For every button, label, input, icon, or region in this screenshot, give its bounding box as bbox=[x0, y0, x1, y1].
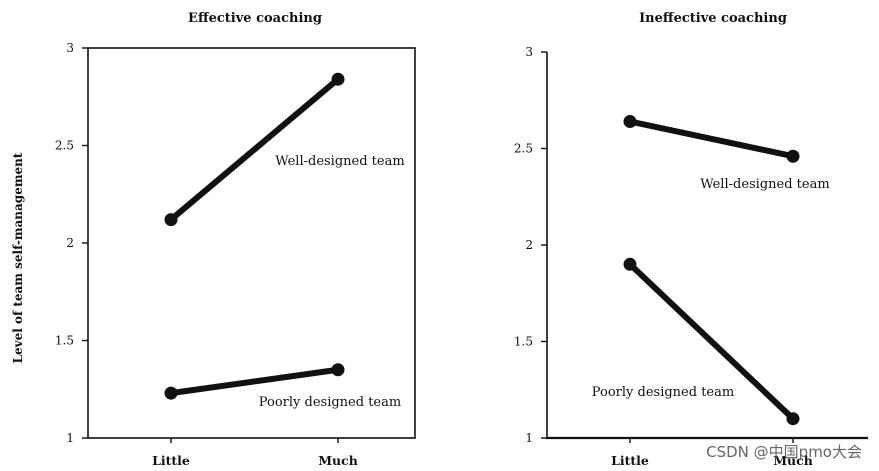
effective-coaching-marks: Well-designed team Poorly designed team bbox=[164, 72, 405, 410]
ineffective-well-designed-team-line bbox=[627, 118, 796, 160]
effective-y-tick-label: 1 bbox=[66, 431, 74, 445]
effective-plot-frame bbox=[87, 47, 416, 439]
effective-coaching-title: Effective coaching bbox=[188, 11, 322, 26]
effective-poorly-designed-team-line bbox=[168, 366, 341, 397]
effective-x-tick-label-little: Little bbox=[152, 453, 190, 468]
effective-poorly-designed-team-label: Poorly designed team bbox=[259, 395, 401, 410]
ineffective-y-tick-label: 1 bbox=[525, 431, 533, 445]
ineffective-poorly-designed-team-point-little bbox=[623, 257, 637, 271]
effective-coaching-x-ticks: Little Much bbox=[152, 438, 358, 468]
effective-y-tick-label: 2 bbox=[66, 236, 74, 250]
effective-x-tick-label-much: Much bbox=[318, 453, 358, 468]
effective-y-tick-label: 2.5 bbox=[55, 139, 74, 153]
ineffective-x-tick-label-much: Much bbox=[773, 453, 813, 468]
effective-well-designed-team-line bbox=[168, 76, 341, 223]
effective-well-designed-team-label: Well-designed team bbox=[275, 154, 404, 169]
ineffective-y-tick-label: 2.5 bbox=[514, 142, 533, 156]
watermark-text: CSDN @中国pmo大会 bbox=[706, 443, 862, 461]
ineffective-well-designed-team-point-much bbox=[786, 149, 800, 163]
effective-poorly-designed-team-point-little bbox=[164, 386, 178, 400]
effective-coaching-panel: Effective coaching 11.522.53 Little Much … bbox=[55, 11, 416, 468]
ineffective-y-tick-label: 3 bbox=[525, 45, 533, 59]
ineffective-coaching-marks: Well-designed team Poorly designed team bbox=[592, 114, 830, 426]
effective-poorly-designed-team-point-much bbox=[331, 363, 345, 377]
ineffective-coaching-title: Ineffective coaching bbox=[639, 11, 787, 26]
ineffective-coaching-y-ticks: 1 1.5 2 2.5 3 bbox=[514, 45, 547, 445]
effective-y-tick-label: 3 bbox=[66, 41, 74, 55]
ineffective-poorly-designed-team-line bbox=[627, 261, 796, 422]
ineffective-well-designed-team-point-little bbox=[623, 114, 637, 128]
ineffective-well-designed-team-label: Well-designed team bbox=[700, 177, 829, 192]
effective-y-tick-label: 1.5 bbox=[55, 334, 74, 348]
ineffective-poorly-designed-team-point-much bbox=[786, 412, 800, 426]
ineffective-y-tick-label: 2 bbox=[525, 238, 533, 252]
ineffective-coaching-panel: Ineffective coaching 1 1.5 2 2.5 3 Little Muc… bbox=[514, 11, 868, 468]
effective-well-designed-team-point-much bbox=[331, 72, 345, 86]
ineffective-poorly-designed-team-label: Poorly designed team bbox=[592, 385, 734, 400]
effective-coaching-y-ticks: 1 1.5 2 2.5 3 bbox=[55, 41, 88, 445]
ineffective-y-tick-label: 1.5 bbox=[514, 335, 533, 349]
ineffective-x-tick-label-little: Little bbox=[611, 453, 649, 468]
shared-y-axis-label: Level of team self-management bbox=[11, 152, 25, 363]
effective-well-designed-team-point-little bbox=[164, 213, 178, 227]
